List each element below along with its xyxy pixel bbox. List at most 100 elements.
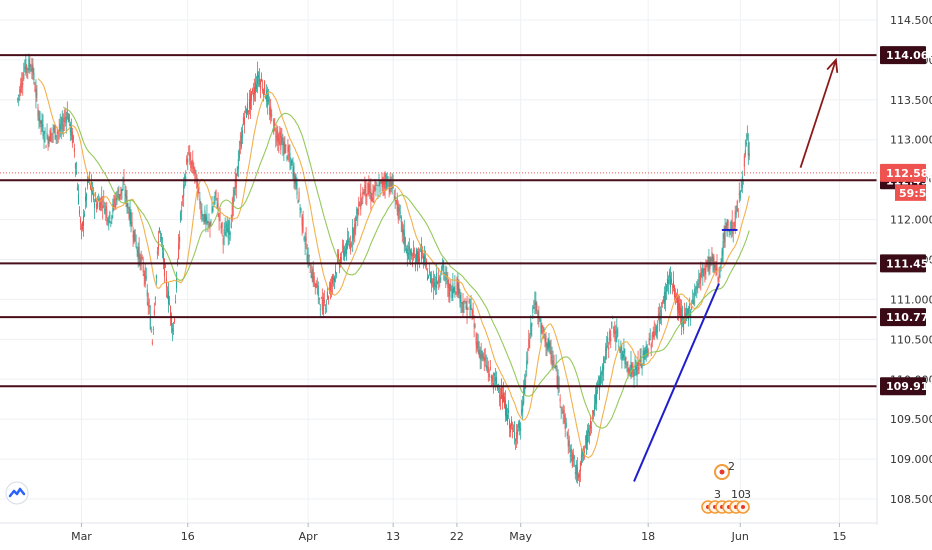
candle-body bbox=[482, 353, 484, 359]
candle-body bbox=[388, 188, 390, 191]
candle-body bbox=[559, 398, 561, 402]
candle-body bbox=[423, 255, 425, 264]
candle-body bbox=[316, 284, 318, 288]
arrow-line[interactable] bbox=[799, 59, 837, 168]
candle-body bbox=[553, 362, 555, 364]
candle-body bbox=[440, 277, 442, 281]
candle-body bbox=[221, 223, 223, 228]
candle-body bbox=[34, 90, 36, 92]
candle-body bbox=[657, 315, 659, 316]
candle-body bbox=[72, 135, 74, 142]
candle-body bbox=[495, 377, 497, 384]
candle-body bbox=[731, 221, 733, 232]
candle-body bbox=[186, 158, 188, 164]
candle-body bbox=[141, 256, 143, 259]
candle-body bbox=[481, 351, 483, 359]
candle-body bbox=[569, 454, 571, 457]
candle-body bbox=[253, 92, 255, 98]
candle-body bbox=[464, 299, 466, 302]
candle-body bbox=[539, 320, 541, 322]
candle-body bbox=[531, 323, 533, 327]
candle-body bbox=[655, 326, 657, 337]
candle-body bbox=[664, 291, 666, 302]
candle-body bbox=[53, 127, 55, 130]
candle-body bbox=[716, 263, 718, 272]
candle-body bbox=[342, 245, 344, 247]
candle-body bbox=[85, 196, 87, 202]
candle-body bbox=[117, 189, 119, 192]
candle-body bbox=[318, 298, 320, 300]
candle-body bbox=[97, 202, 99, 207]
candle-body bbox=[374, 185, 376, 186]
candle-body bbox=[616, 329, 618, 340]
candle-body bbox=[406, 248, 408, 257]
candle-body bbox=[338, 254, 340, 261]
candle-body bbox=[428, 275, 430, 279]
candle-body bbox=[631, 364, 633, 368]
candle-body bbox=[138, 247, 140, 259]
candle-body bbox=[30, 69, 32, 71]
moving-average-line bbox=[62, 106, 750, 429]
candle-body bbox=[143, 274, 145, 277]
candle-body bbox=[127, 203, 129, 209]
economic-events-layer: 23 10 3 bbox=[701, 460, 751, 514]
candle-body bbox=[231, 204, 233, 220]
candle-body bbox=[278, 137, 280, 145]
candle-body bbox=[172, 327, 174, 332]
candle-body bbox=[129, 206, 131, 224]
candle-body bbox=[112, 203, 114, 213]
candle-body bbox=[603, 357, 605, 371]
candle-body bbox=[692, 298, 694, 304]
candle-body bbox=[705, 265, 707, 272]
candle-body bbox=[456, 279, 458, 290]
candle-body bbox=[343, 246, 345, 256]
candle-body bbox=[100, 198, 102, 208]
candle-body bbox=[368, 184, 370, 193]
candle-body bbox=[66, 108, 68, 118]
countdown-badge-bg bbox=[895, 184, 926, 201]
candle-body bbox=[340, 256, 342, 265]
candle-body bbox=[345, 248, 347, 254]
candle-body bbox=[470, 304, 472, 310]
candle-body bbox=[658, 312, 660, 324]
candle-body bbox=[636, 366, 638, 377]
candle-body bbox=[566, 432, 568, 436]
candle-body bbox=[189, 154, 191, 161]
trendline[interactable] bbox=[633, 283, 720, 482]
candle-body bbox=[472, 310, 474, 316]
candle-body bbox=[224, 226, 226, 228]
candle-body bbox=[626, 362, 628, 366]
event-count-label: 10 bbox=[731, 488, 745, 501]
time-tick-label: Jun bbox=[731, 530, 749, 543]
candle-body bbox=[508, 409, 510, 413]
candle-body bbox=[135, 241, 137, 248]
candle-body bbox=[673, 286, 675, 297]
candle-body bbox=[460, 293, 462, 303]
candle-body bbox=[140, 257, 142, 262]
candle-body bbox=[191, 161, 193, 165]
candle-body bbox=[605, 347, 607, 361]
candle-body bbox=[71, 131, 73, 144]
candle-body bbox=[726, 219, 728, 236]
candle-body bbox=[49, 130, 51, 142]
candle-body bbox=[485, 365, 487, 369]
candle-body bbox=[161, 247, 163, 251]
tradingview-logo-icon[interactable] bbox=[5, 481, 29, 505]
candle-body bbox=[484, 356, 486, 361]
candle-body bbox=[84, 214, 86, 216]
candle-body bbox=[359, 205, 361, 207]
candle-body bbox=[527, 358, 529, 360]
candle-body bbox=[712, 256, 714, 262]
candle-body bbox=[199, 198, 201, 204]
candle-body bbox=[576, 466, 578, 481]
candle-body bbox=[89, 177, 91, 179]
candle-body bbox=[242, 116, 244, 125]
candle-body bbox=[466, 298, 468, 317]
candle-body bbox=[333, 277, 335, 282]
candle-body bbox=[232, 195, 234, 206]
candle-body bbox=[26, 65, 28, 70]
candle-body bbox=[542, 330, 544, 332]
candle-body bbox=[581, 450, 583, 456]
candle-body bbox=[285, 144, 287, 146]
